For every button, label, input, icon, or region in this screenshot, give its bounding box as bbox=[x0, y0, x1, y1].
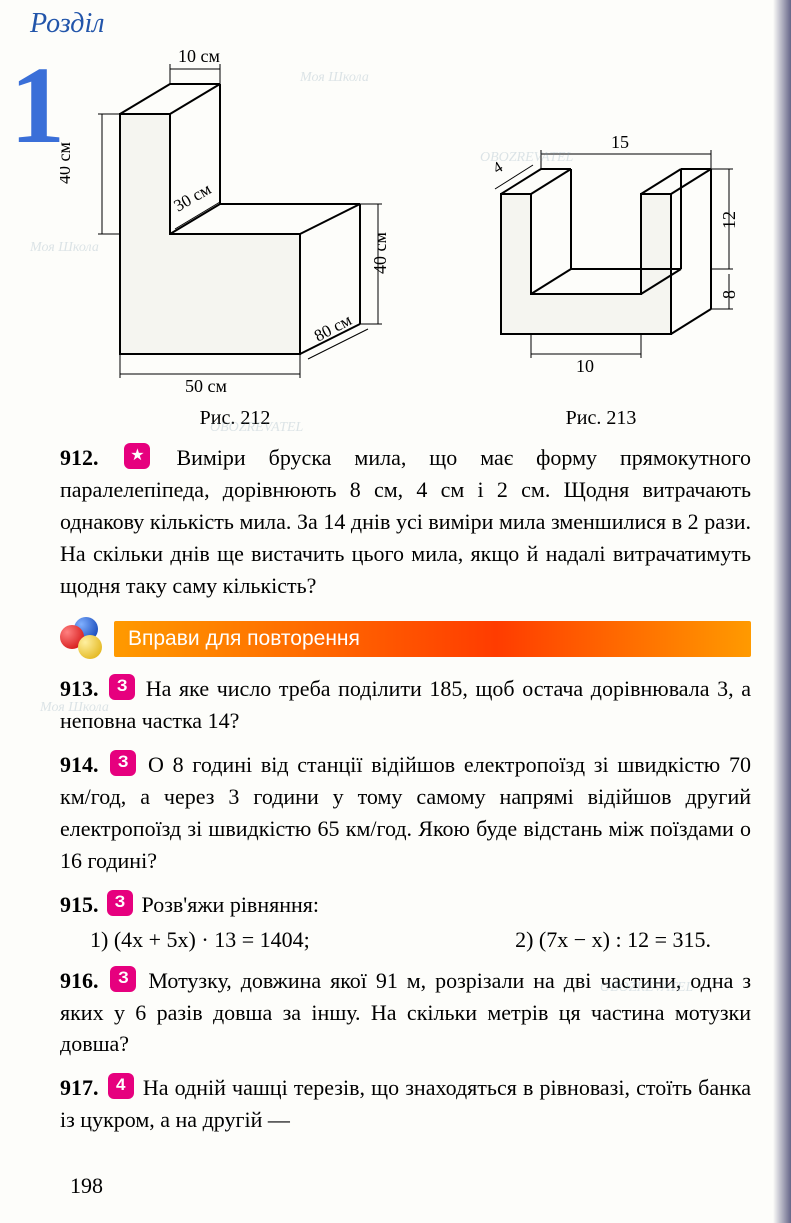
problem-text: Розв'яжи рівняння: bbox=[142, 892, 320, 917]
problem-number: 913. bbox=[60, 676, 99, 701]
z-icon bbox=[110, 750, 136, 776]
section-title: Вправи для повторення bbox=[114, 621, 751, 657]
dim-text: 50 см bbox=[185, 376, 227, 394]
page-number: 198 bbox=[70, 1173, 103, 1199]
dim-text: 15 bbox=[611, 132, 629, 152]
chapter-number: 1 bbox=[10, 50, 65, 160]
problem-number: 915. bbox=[60, 892, 99, 917]
problem-number: 917. bbox=[60, 1075, 99, 1100]
problem-text: На одній чашці терезів, що знаходяться в… bbox=[60, 1075, 751, 1132]
four-icon bbox=[108, 1073, 134, 1099]
dim-text: 8 bbox=[719, 290, 739, 299]
problem-text: На яке число треба поділити 185, щоб ост… bbox=[60, 676, 751, 733]
z-icon bbox=[109, 674, 135, 700]
star-icon bbox=[124, 443, 150, 469]
figure-213-svg: 15 4 12 8 10 bbox=[451, 114, 751, 394]
section-handwriting: Розділ bbox=[30, 8, 104, 40]
figure-212: 10 см 40 см 40 см 30 см 80 см 50 см Рис.… bbox=[60, 34, 410, 430]
figure-caption: Рис. 212 bbox=[60, 407, 410, 430]
problem-914: 914. О 8 годині від станції відійшов еле… bbox=[60, 749, 751, 877]
equation-1: 1) (4x + 5x) · 13 = 1404; bbox=[90, 927, 310, 953]
equation-row: 1) (4x + 5x) · 13 = 1404; 2) (7x − x) : … bbox=[90, 927, 751, 953]
problem-912: 912. Виміри бруска мила, що має форму пр… bbox=[60, 442, 751, 601]
problem-916: 916. Мотузку, довжина якої 91 м, розріза… bbox=[60, 965, 751, 1061]
problem-number: 916. bbox=[60, 968, 99, 993]
figure-caption: Рис. 213 bbox=[451, 407, 751, 430]
problem-915: 915. Розв'яжи рівняння: bbox=[60, 889, 751, 921]
problem-text: Мотузку, довжина якої 91 м, розрізали на… bbox=[60, 968, 751, 1057]
problem-number: 914. bbox=[60, 752, 99, 777]
figure-212-svg: 10 см 40 см 40 см 30 см 80 см 50 см bbox=[60, 34, 410, 394]
problem-text: О 8 годині від станції відійшов електроп… bbox=[60, 752, 751, 873]
figure-213: 15 4 12 8 10 Рис. 213 bbox=[451, 114, 751, 430]
z-icon bbox=[107, 890, 133, 916]
dim-text: 10 см bbox=[178, 46, 220, 66]
dim-text: 80 см bbox=[311, 310, 355, 345]
problem-913: 913. На яке число треба поділити 185, що… bbox=[60, 673, 751, 737]
dim-text: 4 bbox=[490, 159, 506, 178]
textbook-page: Розділ 1 Моя Школа OBOZREVATEL Моя Школа… bbox=[0, 0, 791, 1223]
figures-row: 10 см 40 см 40 см 30 см 80 см 50 см Рис.… bbox=[60, 40, 751, 430]
problem-number: 912. bbox=[60, 445, 99, 470]
dim-text: 30 см bbox=[171, 179, 215, 215]
z-icon bbox=[110, 966, 136, 992]
equation-2: 2) (7x − x) : 12 = 315. bbox=[515, 927, 711, 953]
problem-text: Виміри бруска мила, що має форму прямоку… bbox=[60, 445, 751, 598]
page-edge-shadow bbox=[773, 0, 791, 1223]
problem-917: 917. На одній чашці терезів, що знаходят… bbox=[60, 1072, 751, 1136]
dim-text: 10 bbox=[576, 356, 594, 376]
balls-icon bbox=[60, 617, 104, 661]
dim-text: 40 см bbox=[370, 232, 390, 274]
section-header: Вправи для повторення bbox=[60, 619, 751, 659]
dim-text: 12 bbox=[719, 211, 739, 229]
